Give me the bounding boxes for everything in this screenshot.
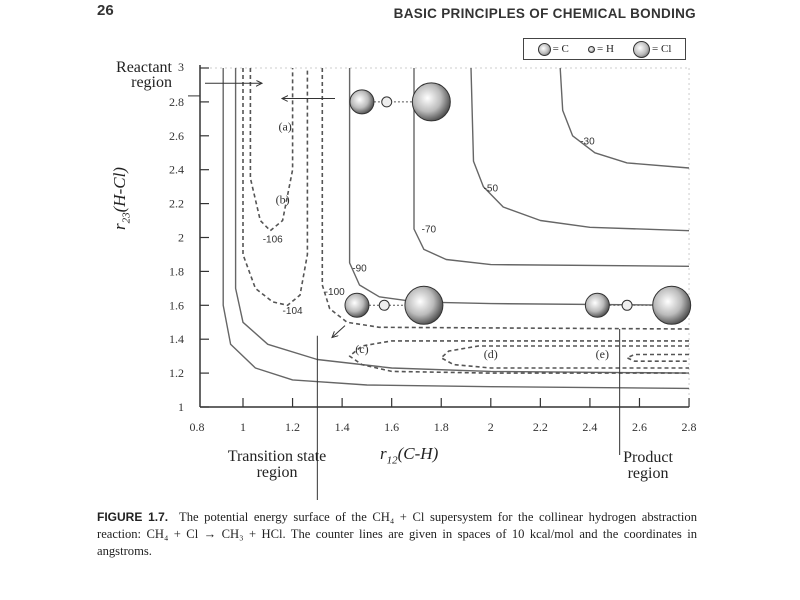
chlorine-atom-icon <box>652 285 692 325</box>
saddle-arrow <box>332 325 346 338</box>
x-tick-label: 1 <box>240 420 246 434</box>
contour-label: -106 <box>263 235 283 246</box>
y-label-var: r <box>110 223 129 230</box>
hydrogen-ball-icon <box>588 45 595 53</box>
y-tick-label: 1.8 <box>169 264 184 278</box>
atom-legend: = C = H = Cl <box>523 38 686 60</box>
hydrogen-atom-icon <box>621 299 633 311</box>
region-annotation: (b) <box>276 193 290 207</box>
x-label-var: r <box>380 444 387 463</box>
contour-line <box>559 67 690 169</box>
contour-line <box>234 68 690 374</box>
page-number: 26 <box>97 2 114 19</box>
contour-line <box>242 68 309 307</box>
x-tick-label: 1.8 <box>434 420 449 434</box>
carbon-atom-icon <box>344 292 370 318</box>
y-tick-label: 3 <box>178 60 184 74</box>
x-tick-label: 2 <box>488 420 494 434</box>
carbon-atom-icon <box>584 292 610 318</box>
region-annotation: (c) <box>355 342 368 356</box>
contour-label: -90 <box>352 263 367 274</box>
y-tick-label: 1.2 <box>169 366 184 380</box>
caption-text: The potential energy surface of the CH₄ … <box>97 510 697 558</box>
x-tick-label: 1.6 <box>384 420 399 434</box>
hydrogen-atom-icon <box>378 299 390 311</box>
y-tick-label: 2.4 <box>169 163 184 177</box>
carbon-atom-icon <box>349 89 375 115</box>
y-tick-label: 2.8 <box>169 95 184 109</box>
region-annotation: (a) <box>278 120 291 134</box>
x-tick-label: 0.8 <box>190 420 205 434</box>
y-label-rest: (H-Cl) <box>110 167 129 213</box>
caption-label: FIGURE 1.7. <box>97 510 169 524</box>
x-axis-label: r12(C-H) <box>380 444 438 466</box>
x-tick-label: 2.2 <box>533 420 548 434</box>
legend-item-hydrogen: = H <box>588 43 614 55</box>
x-tick-label: 2.8 <box>682 420 697 434</box>
x-tick-label: 1.2 <box>285 420 300 434</box>
carbon-ball-icon <box>537 42 551 56</box>
transition-state-region-label: Transition state region <box>227 448 327 481</box>
y-label-sub: 23 <box>120 212 133 224</box>
legend-label: = Cl <box>652 43 672 55</box>
contour-label: -104 <box>283 306 303 317</box>
x-tick-label: 2.4 <box>582 420 597 434</box>
y-tick-label: 1.4 <box>169 332 184 346</box>
y-tick-label: 1.6 <box>169 298 184 312</box>
y-tick-label: 2.6 <box>169 129 184 143</box>
region-annotation: (d) <box>484 347 498 361</box>
chlorine-atom-icon <box>404 285 444 325</box>
contour-line <box>440 345 689 369</box>
x-tick-label: 1.4 <box>335 420 350 434</box>
figure-caption: FIGURE 1.7. The potential energy surface… <box>97 509 697 560</box>
chlorine-atom-icon <box>411 82 451 122</box>
running-head: BASIC PRINCIPLES OF CHEMICAL BONDING <box>393 6 696 21</box>
contour-line <box>348 340 689 374</box>
contour-label: -30 <box>580 136 595 147</box>
contour-line <box>413 68 690 267</box>
legend-label: = H <box>597 43 614 55</box>
y-tick-label: 2.2 <box>169 197 184 211</box>
contour-line <box>321 68 690 330</box>
x-label-sub: 12 <box>386 454 398 467</box>
reactant-region-label: Reactant region <box>116 59 172 91</box>
x-label-rest: (C-H) <box>397 444 439 463</box>
contour-line <box>626 353 689 362</box>
y-tick-label: 2 <box>178 231 184 245</box>
product-region-label: Product region <box>623 449 673 482</box>
contour-label: -100 <box>325 287 345 298</box>
x-tick-label: 2.6 <box>632 420 647 434</box>
chlorine-ball-icon <box>633 40 651 58</box>
contour-line <box>348 68 690 306</box>
y-tick-label: 1 <box>178 400 184 414</box>
region-annotation: (e) <box>596 347 609 361</box>
contour-label: -50 <box>484 184 499 195</box>
legend-label: = C <box>552 43 569 55</box>
y-axis-label: r23(H-Cl) <box>110 167 132 230</box>
contour-label: -70 <box>422 224 437 235</box>
contour-line <box>470 67 690 232</box>
legend-item-carbon: = C <box>537 42 569 56</box>
contour-line <box>222 68 690 390</box>
legend-item-chlorine: = Cl <box>633 40 672 58</box>
hydrogen-atom-icon <box>381 96 393 108</box>
